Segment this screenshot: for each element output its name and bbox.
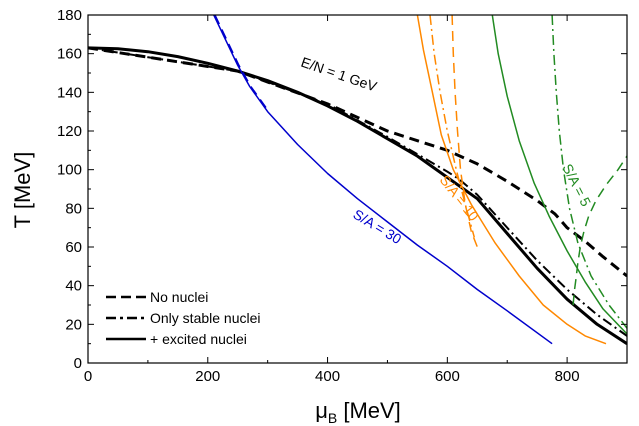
series-line-s-a-5-solid-8 <box>491 15 627 335</box>
y-axis-label: T [MeV] <box>10 152 35 229</box>
y-tick-label: 80 <box>65 200 82 217</box>
series-lines <box>88 15 627 345</box>
series-line-s-a-10-dashed-7 <box>451 15 478 248</box>
y-tick-label: 180 <box>57 7 82 24</box>
x-tick-label: 200 <box>195 368 220 385</box>
series-line-s-a-10-solid-5 <box>416 15 607 345</box>
annotation-sa-30: S/A = 30 <box>350 206 404 247</box>
series-line-s-a-5-dashed-10 <box>572 155 627 306</box>
x-axis-label-subscript: B <box>328 410 337 426</box>
x-axis-label-symbol: μ <box>315 398 328 423</box>
annotation-en-1gev: E/N = 1 GeV <box>299 54 380 95</box>
series-line-s-a-30-dashed-4 <box>214 15 270 113</box>
y-tick-label: 60 <box>65 239 82 256</box>
x-tick-label: 600 <box>435 368 460 385</box>
y-tick-label: 20 <box>65 316 82 333</box>
x-axis-label-unit: [MeV] <box>337 398 401 423</box>
y-tick-label: 120 <box>57 123 82 140</box>
series-line-e-n-1-gev-dashed-2 <box>88 46 627 278</box>
legend: No nuclei Only stable nuclei + excited n… <box>106 289 261 347</box>
annotation-sa-5: S/A = 5 <box>559 161 594 209</box>
y-tick-label: 40 <box>65 278 82 295</box>
x-axis-label: μB [MeV] <box>315 398 401 426</box>
x-axis-ticks: 0 200 400 600 800 <box>84 15 580 385</box>
series-line-s-a-5-dashdot-9 <box>551 15 627 329</box>
y-axis-ticks: 0 20 40 60 80 100 120 140 160 180 <box>57 7 627 372</box>
y-tick-label: 100 <box>57 162 82 179</box>
legend-label-only-stable: Only stable nuclei <box>150 310 261 326</box>
y-tick-label: 0 <box>74 355 82 372</box>
series-line-s-a-30-solid-3 <box>213 15 553 345</box>
y-tick-label: 140 <box>57 84 82 101</box>
legend-label-no-nuclei: No nuclei <box>150 289 208 305</box>
x-tick-label: 0 <box>84 368 92 385</box>
y-tick-label: 160 <box>57 46 82 63</box>
x-tick-label: 400 <box>315 368 340 385</box>
x-tick-label: 800 <box>555 368 580 385</box>
legend-label-excited: + excited nuclei <box>150 331 247 347</box>
